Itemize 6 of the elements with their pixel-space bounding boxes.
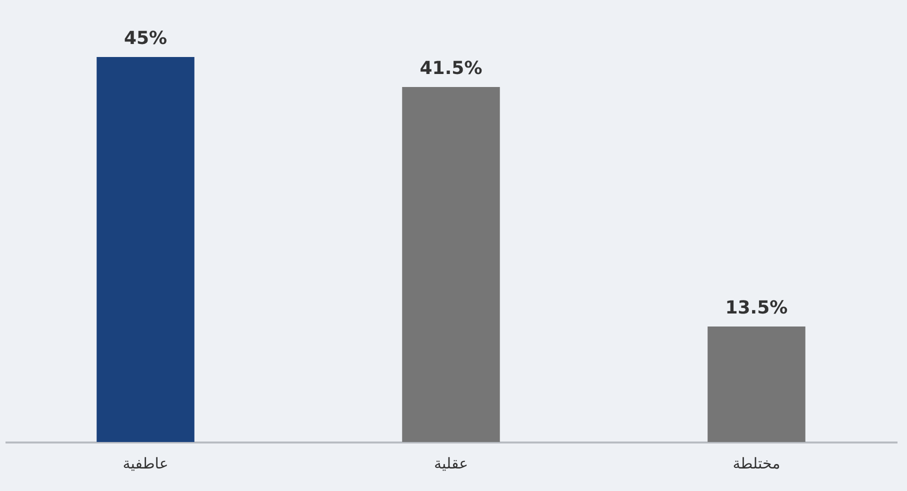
data-label: 13.5% (725, 298, 788, 318)
x-tick-label: مختلطة (732, 454, 780, 472)
x-tick-label: عقلية (434, 454, 468, 472)
data-label: 41.5% (420, 58, 482, 79)
data-label: 45% (124, 28, 168, 49)
x-tick-label: عاطفية (122, 454, 168, 472)
